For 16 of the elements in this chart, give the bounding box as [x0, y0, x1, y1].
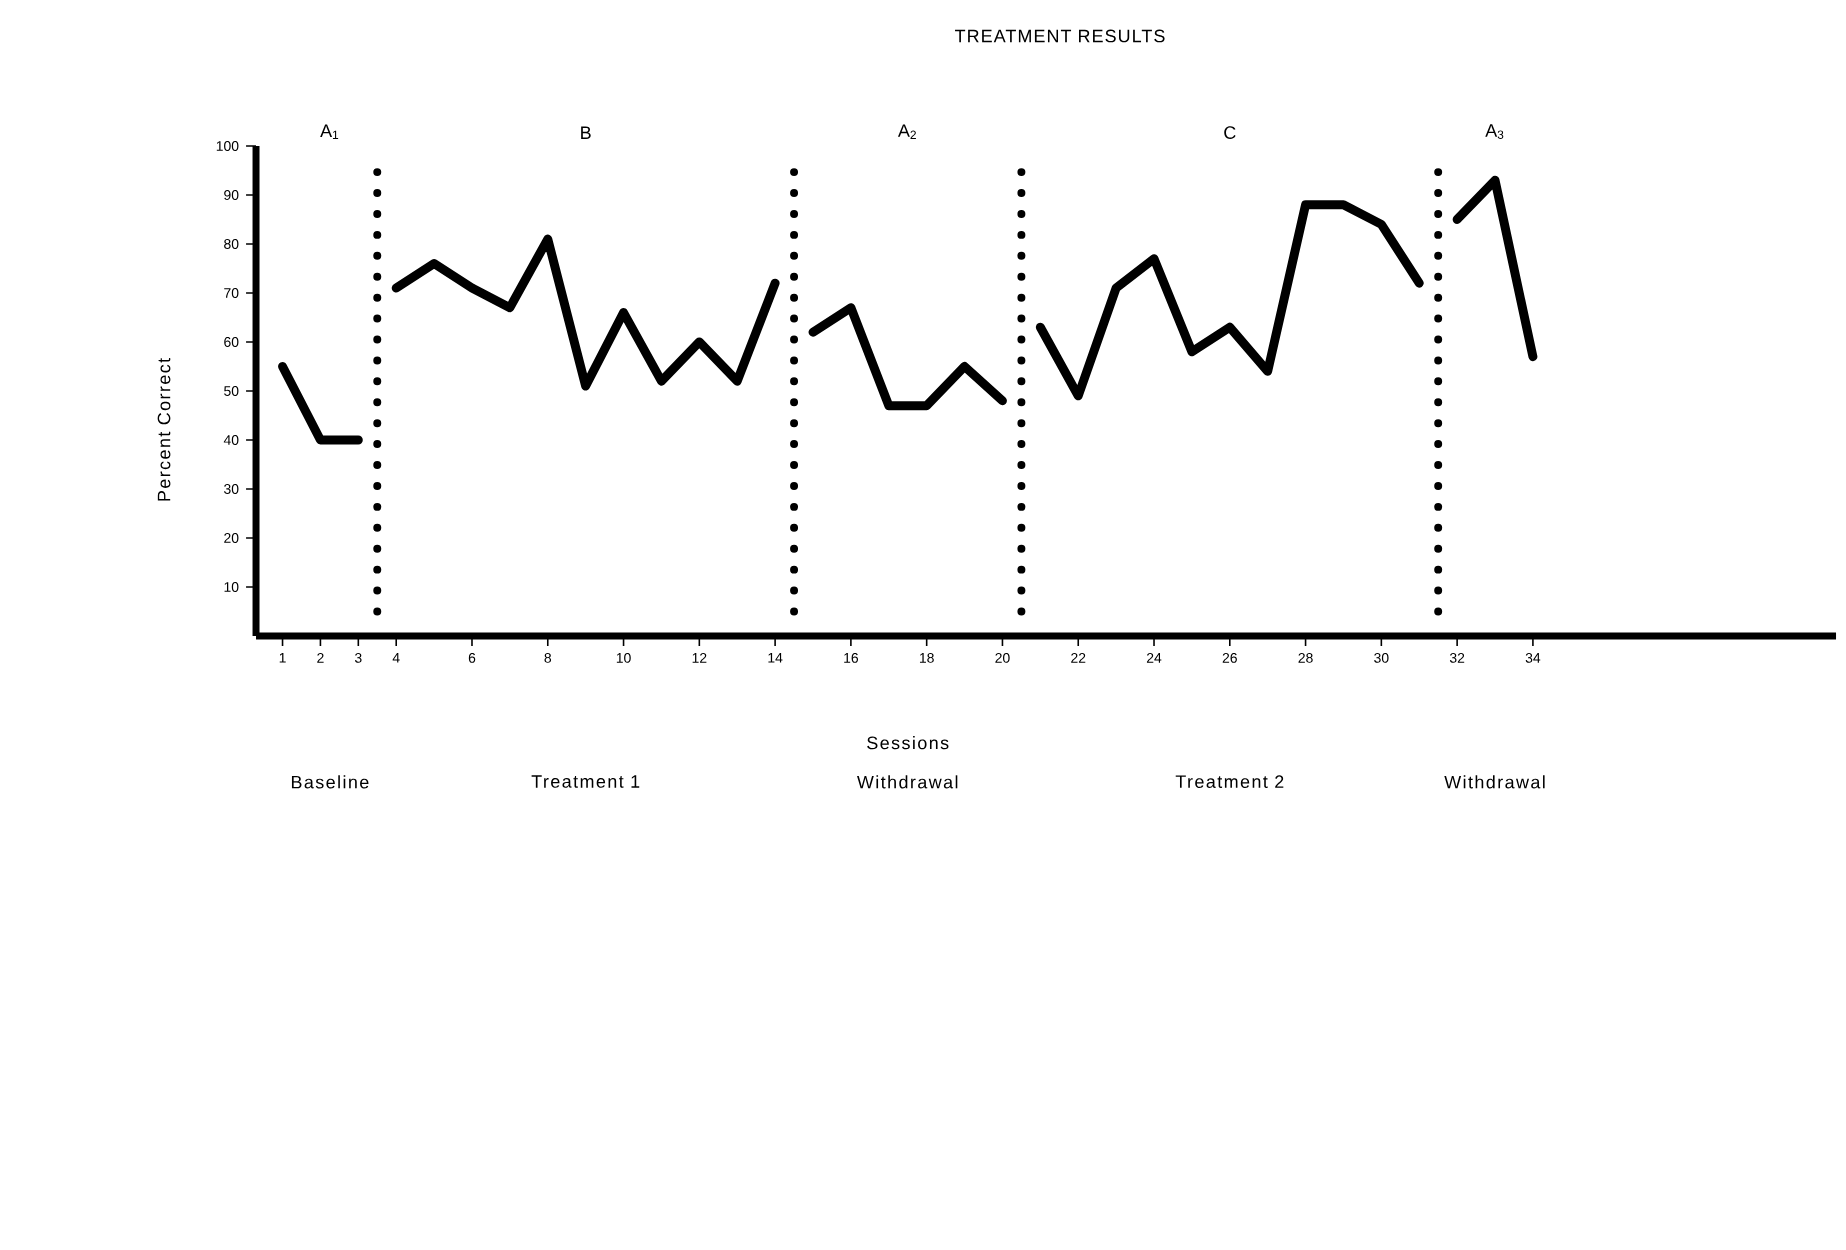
text: Baseline [291, 775, 369, 789]
text: A$_{3}$ [1485, 124, 1504, 139]
y-axis-title: Percent Correct [157, 358, 171, 501]
line-series [391, 234, 780, 391]
text: A$_{2}$ [897, 124, 916, 139]
text: Treatment 1 [531, 775, 640, 788]
x-axis-title: Sessions [867, 736, 949, 750]
text: Withdrawal [1444, 775, 1545, 789]
text: A$_{1}$ [320, 124, 339, 139]
chart-title: TREATMENT RESULTS [955, 29, 1165, 43]
text: Withdrawal [857, 775, 958, 789]
line-series [808, 303, 1007, 411]
text: Treatment 2 [1175, 775, 1284, 789]
text: B [581, 126, 591, 139]
line-series [1035, 200, 1424, 401]
text: C [1224, 126, 1236, 139]
